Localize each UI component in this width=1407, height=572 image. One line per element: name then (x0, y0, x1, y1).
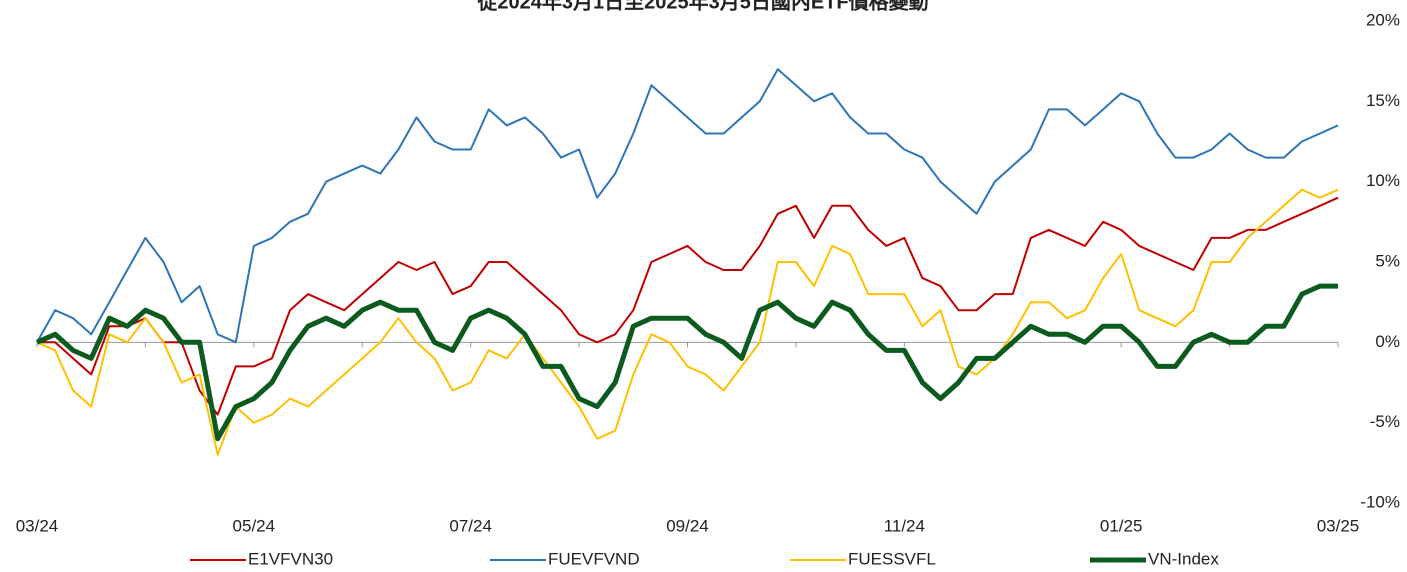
legend-label: FUEVFVND (548, 549, 640, 568)
y-tick-label: 0% (1375, 332, 1400, 351)
x-tick-label: 03/24 (16, 516, 59, 535)
series-line (35, 283, 1338, 442)
legend-label: FUESSVFL (848, 549, 936, 568)
series-line (36, 188, 1339, 456)
y-tick-label: 20% (1366, 10, 1400, 29)
x-tick-label: 07/24 (449, 516, 492, 535)
series-line (36, 68, 1339, 344)
y-tick-label: 15% (1366, 91, 1400, 110)
legend-label: VN-Index (1148, 549, 1219, 568)
x-tick-label: 01/25 (1100, 516, 1143, 535)
y-tick-label: 10% (1366, 171, 1400, 190)
y-tick-label: -10% (1360, 492, 1400, 511)
legend-label: E1VFVN30 (248, 549, 333, 568)
y-tick-label: -5% (1370, 412, 1400, 431)
x-tick-label: 03/25 (1317, 516, 1360, 535)
series-line (37, 196, 1339, 416)
x-tick-label: 09/24 (666, 516, 709, 535)
y-tick-label: 5% (1375, 251, 1400, 270)
x-tick-label: 05/24 (233, 516, 276, 535)
chart-title: 從2024年3月1日至2025年3月5日國內ETF價格變動 (476, 0, 928, 13)
x-tick-label: 11/24 (884, 516, 925, 535)
